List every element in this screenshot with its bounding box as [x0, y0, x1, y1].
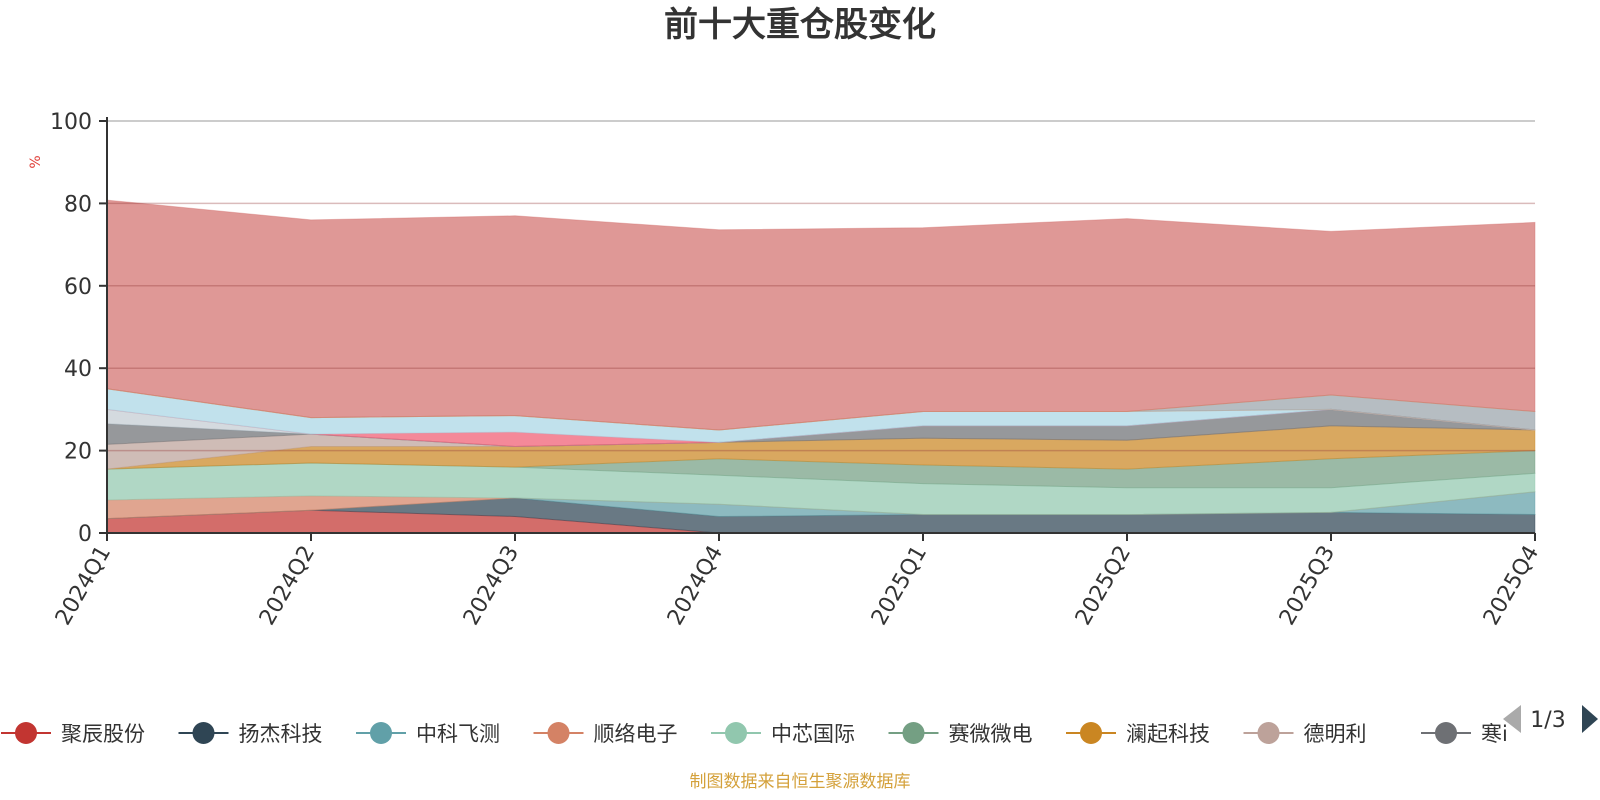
legend-item[interactable]: 赛微微电	[888, 722, 1033, 746]
area-series-7	[106, 425, 1536, 470]
legend: 聚辰股份 扬杰科技 中科飞测 顺络电子 中芯国际 赛微微电 澜起科技 德明利 寒i	[1, 722, 1508, 746]
legend-prev-page-icon[interactable]	[1503, 705, 1521, 733]
legend-pager: 1/3	[1503, 705, 1598, 733]
legend-label: 德明利	[1304, 722, 1367, 746]
legend-label: 聚辰股份	[61, 722, 145, 746]
legend-item[interactable]: 德明利	[1243, 722, 1367, 746]
legend-marker-icon	[725, 722, 747, 744]
x-tick-label: 2024Q2	[255, 542, 320, 630]
legend-marker-icon	[1080, 722, 1102, 744]
legend-label: 扬杰科技	[239, 722, 323, 746]
y-tick-label: 40	[64, 357, 92, 382]
legend-item[interactable]: 扬杰科技	[178, 722, 323, 746]
x-tick-label: 2025Q3	[1275, 542, 1340, 630]
x-tick-label: 2024Q3	[459, 542, 524, 630]
y-tick-label: 100	[50, 110, 92, 135]
area-series-17	[106, 199, 1536, 431]
x-tick-label: 2025Q2	[1071, 542, 1136, 630]
legend-label: 顺络电子	[594, 722, 678, 746]
y-tick-label: 80	[64, 192, 92, 217]
grid-lines	[107, 120, 1535, 452]
legend-label: 赛微微电	[949, 722, 1033, 746]
legend-label: 中芯国际	[771, 722, 855, 746]
stacked-areas	[106, 199, 1536, 534]
x-tick-label: 2024Q1	[51, 542, 116, 630]
source-note: 制图数据来自恒生聚源数据库	[690, 772, 911, 792]
x-tick-label: 2024Q4	[663, 542, 728, 630]
legend-marker-icon	[902, 722, 925, 744]
y-axis-unit: %	[28, 155, 44, 168]
x-tick-label: 2025Q1	[867, 542, 932, 630]
chart-title: 前十大重仓股变化	[664, 5, 936, 45]
legend-page-indicator: 1/3	[1530, 708, 1565, 733]
legend-marker-icon	[1257, 722, 1280, 744]
x-tick-labels: 2024Q1 2024Q2 2024Q3 2024Q4 2025Q1 2025Q2 2025…	[51, 533, 1544, 630]
legend-marker-icon	[547, 722, 570, 744]
y-tick-label: 60	[64, 275, 92, 300]
legend-item[interactable]: 澜起科技	[1066, 722, 1210, 746]
y-tick-labels: 0 20 40 60 80 100	[50, 110, 107, 547]
legend-item[interactable]: 中科飞测	[356, 722, 500, 746]
legend-label: 中科飞测	[416, 722, 500, 746]
legend-item[interactable]: 顺络电子	[533, 722, 678, 746]
area-series-5	[106, 450, 1536, 489]
y-tick-label: 0	[78, 522, 92, 547]
axes	[106, 117, 1535, 534]
legend-item[interactable]: 中芯国际	[711, 722, 855, 746]
legend-marker-icon	[1435, 722, 1457, 744]
y-tick-label: 20	[64, 440, 92, 465]
legend-next-page-icon[interactable]	[1582, 705, 1598, 733]
x-tick-label: 2025Q4	[1479, 542, 1544, 630]
legend-item[interactable]: 聚辰股份	[1, 722, 145, 746]
legend-marker-icon	[15, 722, 37, 744]
legend-marker-icon	[192, 722, 215, 744]
legend-item[interactable]: 寒i	[1421, 722, 1508, 746]
area-series-4	[106, 462, 1536, 515]
legend-label: 澜起科技	[1126, 722, 1210, 746]
legend-marker-icon	[370, 722, 392, 744]
legend-label: 寒i	[1481, 722, 1508, 746]
area-series-6	[106, 425, 1536, 470]
